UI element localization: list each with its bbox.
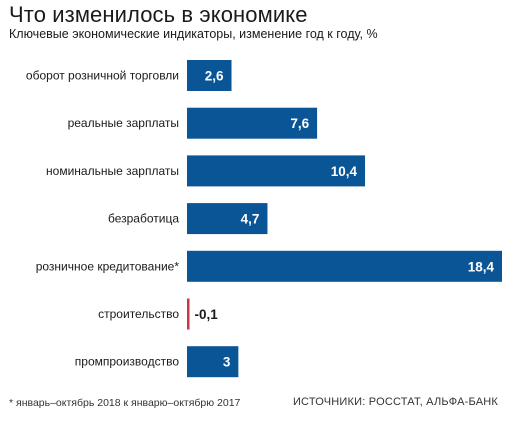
value-label: -0,1 — [195, 307, 219, 322]
bar — [187, 250, 502, 282]
bar — [187, 107, 318, 139]
bar — [187, 346, 239, 378]
value-label: 2,6 — [205, 69, 224, 84]
category-label: розничное кредитование* — [36, 259, 180, 273]
category-label: строительство — [98, 307, 179, 321]
bars-layer: оборот розничной торговли 2,6 реальные зар… — [26, 60, 502, 378]
value-label: 10,4 — [331, 164, 358, 179]
bar — [187, 155, 366, 187]
bar — [187, 203, 268, 235]
bar — [187, 298, 190, 330]
value-label: 18,4 — [468, 259, 495, 274]
category-label: промпроизводство — [75, 355, 180, 369]
chart-subtitle: Ключевые экономические индикаторы, измен… — [9, 27, 378, 41]
value-label: 3 — [223, 355, 231, 370]
chart-title: Что изменилось в экономике — [9, 2, 308, 27]
footnote: * январь–октябрь 2018 к январю–октябрю 2… — [9, 397, 241, 409]
category-label: реальные зарплаты — [68, 116, 179, 130]
value-label: 7,6 — [290, 116, 309, 131]
category-label: оборот розничной торговли — [26, 69, 179, 83]
bar — [187, 60, 232, 91]
sources: ИСТОЧНИКИ: РОССТАТ, АЛЬФА-БАНК — [292, 396, 498, 408]
category-label: безработица — [108, 212, 179, 226]
category-label: номинальные зарплаты — [46, 164, 179, 178]
value-label: 4,7 — [241, 212, 260, 227]
